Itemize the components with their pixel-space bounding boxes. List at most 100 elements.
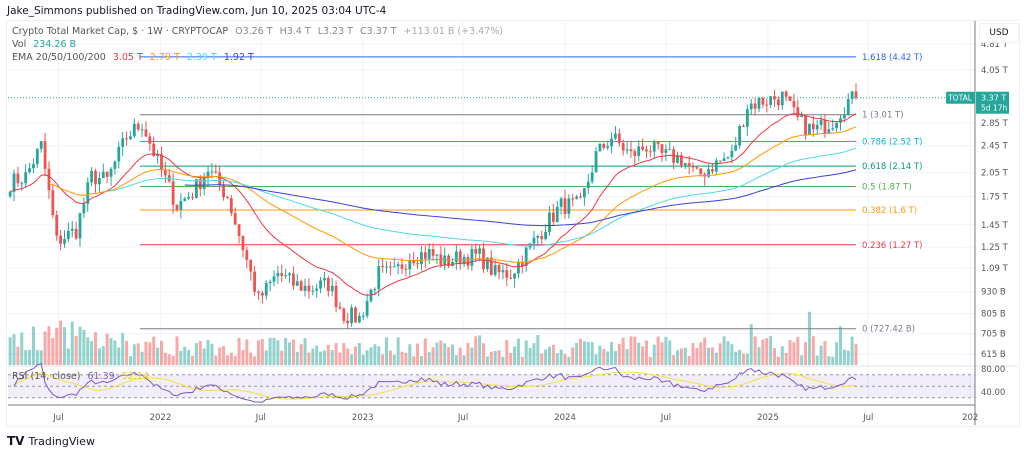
tradingview-logo[interactable]: 𝗧𝗩 TradingView — [7, 434, 95, 448]
volume-bar — [807, 311, 811, 365]
candle-body — [819, 119, 823, 125]
volume-bar — [121, 333, 125, 365]
candle-body — [602, 143, 606, 148]
volume-bar — [594, 354, 598, 365]
volume-bar — [672, 355, 676, 365]
volume-bar — [214, 355, 218, 365]
volume-bar — [610, 342, 614, 365]
volume-bar — [101, 346, 105, 365]
candle-body — [835, 122, 838, 129]
bar-countdown: 5d 17h — [981, 104, 1007, 113]
candle-body — [373, 289, 377, 291]
volume-bar — [291, 339, 295, 365]
ohlc-open: O3.26 T — [235, 26, 273, 37]
volume-bar — [284, 337, 288, 365]
rsi-line — [13, 363, 857, 403]
candles — [8, 83, 858, 330]
ema-50-value: 2.79 T — [149, 52, 180, 63]
candle-body — [416, 263, 419, 265]
candle-body — [226, 197, 229, 199]
volume-bar — [563, 354, 567, 365]
volume-bar — [233, 355, 237, 365]
candle-body — [594, 151, 598, 173]
candle-body — [117, 146, 121, 162]
candle-body — [295, 281, 299, 286]
volume-bar — [24, 350, 28, 365]
volume-bar — [326, 344, 330, 365]
candle-body — [586, 181, 590, 189]
volume-bar — [245, 339, 249, 365]
volume-bar — [253, 356, 257, 365]
volume-bar — [536, 335, 540, 365]
candle-body — [392, 266, 396, 268]
volume-bar — [815, 355, 819, 365]
candle-body — [474, 249, 478, 254]
candle-body — [187, 196, 191, 199]
volume-bar — [501, 356, 505, 365]
candle-body — [183, 198, 187, 201]
published-info: Jake_Simmons published on TradingView.co… — [7, 5, 387, 17]
volume-bar — [342, 343, 346, 365]
candle-body — [617, 133, 621, 144]
volume-bar — [776, 356, 780, 365]
candle-body — [16, 173, 20, 184]
volume-bar — [105, 333, 109, 365]
volume-bar — [330, 350, 334, 365]
volume-bar — [769, 335, 773, 365]
candle-body — [195, 179, 198, 198]
symbol-legend: Crypto Total Market Cap, $ · 1W · CRYPTO… — [12, 26, 507, 37]
candle-body — [753, 103, 757, 109]
candle-body — [652, 141, 656, 152]
volume-bar — [827, 356, 831, 365]
candle-body — [90, 170, 94, 183]
candle-body — [144, 129, 148, 137]
fib-level-label: 1.618 (4.42 T) — [862, 53, 923, 63]
volume-bar — [656, 336, 660, 365]
candle-body — [98, 178, 101, 185]
candle-body — [140, 129, 144, 131]
volume-bar — [412, 356, 416, 365]
time-tick-label: Jul — [660, 413, 671, 423]
candle-body — [136, 123, 140, 130]
rsi-label[interactable]: RSI (14, close) — [12, 371, 81, 382]
candle-body — [780, 91, 784, 106]
ohlc-high: H3.4 T — [279, 26, 311, 37]
volume-bar — [179, 350, 183, 365]
currency-button[interactable]: USD — [979, 23, 1019, 43]
volume-bar — [264, 350, 268, 365]
volume-bar — [726, 341, 730, 365]
volume-bar — [396, 337, 400, 365]
symbol-tag-bg — [946, 91, 975, 104]
candle-body — [280, 273, 284, 276]
candle-body — [171, 181, 175, 205]
candle-body — [769, 96, 773, 105]
volume-bar — [722, 336, 726, 365]
candle-body — [749, 103, 753, 110]
volume-bar — [187, 349, 191, 365]
volume-bar — [683, 347, 687, 365]
time-tick-label: Jul — [457, 413, 468, 423]
candle-body — [532, 237, 536, 244]
volume-bar — [850, 336, 854, 365]
volume-bar — [505, 340, 509, 365]
volume-bar — [152, 336, 156, 365]
ema-label[interactable]: EMA 20/50/100/200 — [12, 52, 106, 63]
symbol-title[interactable]: Crypto Total Market Cap, $ · 1W · CRYPTO… — [12, 26, 229, 37]
vol-label[interactable]: Vol — [12, 39, 27, 50]
candle-body — [742, 125, 745, 127]
candle-body — [660, 144, 664, 153]
volume-bar — [575, 343, 579, 365]
volume-bar — [303, 338, 307, 365]
candle-body — [451, 262, 454, 266]
time-tick-label: 2023 — [352, 413, 374, 423]
volume-bar — [435, 342, 439, 365]
price-tick-label: 1.09 T — [981, 264, 1009, 274]
volume-bar — [629, 336, 633, 365]
volume-bar — [621, 337, 625, 365]
candle-body — [125, 138, 128, 140]
volume-bar — [524, 340, 528, 365]
volume-bar — [466, 343, 470, 365]
candle-body — [191, 196, 194, 198]
volume-bar — [741, 353, 745, 365]
